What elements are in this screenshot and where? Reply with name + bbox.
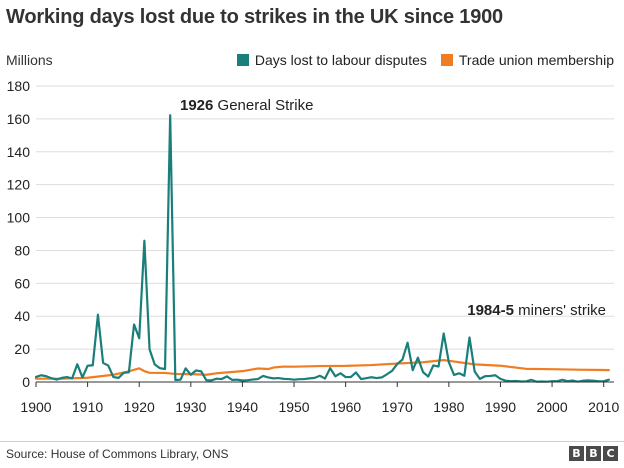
bbc-logo-letter: B bbox=[569, 446, 584, 461]
legend-label-days-lost: Days lost to labour disputes bbox=[254, 52, 427, 68]
series-lines bbox=[34, 114, 610, 383]
y-tick-label: 120 bbox=[7, 177, 31, 193]
legend: Days lost to labour disputes Trade union… bbox=[223, 52, 614, 68]
source-note: Source: House of Commons Library, ONS bbox=[6, 447, 229, 461]
x-tick-label: 1940 bbox=[227, 399, 258, 415]
chart-plot-area: 0 20 40 60 80 100 120 140 160 180 1900 1910 1920 193… bbox=[7, 78, 620, 415]
bbc-logo: B B C bbox=[567, 446, 618, 461]
x-tick-label: 1980 bbox=[433, 399, 464, 415]
x-axis bbox=[35, 381, 614, 387]
x-tick-label: 1990 bbox=[485, 399, 516, 415]
x-tick-label: 1930 bbox=[175, 399, 206, 415]
x-tick-label: 2010 bbox=[588, 399, 619, 415]
x-tick-label: 1950 bbox=[278, 399, 309, 415]
x-tick-label: 1900 bbox=[20, 399, 51, 415]
footer-divider bbox=[0, 441, 624, 442]
y-tick-label: 40 bbox=[14, 308, 30, 324]
y-tick-label: 0 bbox=[22, 374, 30, 390]
y-tick-label: 60 bbox=[14, 275, 30, 291]
annotation-label: 1984-5 miners' strike bbox=[467, 302, 606, 319]
legend-label-union-membership: Trade union membership bbox=[458, 52, 614, 68]
annotations: 1926 General Strike 1984-5 miners' strike bbox=[180, 97, 606, 319]
annotation-text: General Strike bbox=[213, 97, 313, 114]
y-tick-label: 100 bbox=[7, 210, 31, 226]
series-line-days-lost bbox=[34, 114, 610, 383]
x-tick-label: 1910 bbox=[72, 399, 103, 415]
annotation-year: 1926 bbox=[180, 97, 213, 114]
annotation-label: 1926 General Strike bbox=[180, 97, 313, 114]
x-tick-label: 1920 bbox=[124, 399, 155, 415]
legend-swatch-days-lost bbox=[236, 54, 249, 66]
legend-item-days-lost: Days lost to labour disputes bbox=[236, 52, 427, 68]
annotation-year: 1984-5 bbox=[467, 302, 514, 319]
x-tick-labels: 1900 1910 1920 1930 1940 1950 1960 1970 1980 1990… bbox=[20, 399, 619, 415]
y-tick-labels: 0 20 40 60 80 100 120 140 160 180 bbox=[7, 78, 31, 390]
x-tick-label: 1970 bbox=[382, 399, 413, 415]
chart-title: Working days lost due to strikes in the … bbox=[6, 6, 503, 28]
y-tick-label: 140 bbox=[7, 144, 31, 160]
x-tick-label: 1960 bbox=[330, 399, 361, 415]
bbc-logo-letter: B bbox=[586, 446, 601, 461]
x-tick-label: 2000 bbox=[536, 399, 567, 415]
series-line-union-membership bbox=[34, 359, 610, 380]
legend-item-union-membership: Trade union membership bbox=[440, 52, 614, 68]
annotation-text: miners' strike bbox=[514, 302, 606, 319]
y-tick-label: 80 bbox=[14, 242, 30, 258]
y-tick-label: 20 bbox=[14, 341, 30, 357]
y-axis-label: Millions bbox=[6, 52, 53, 68]
y-tick-label: 180 bbox=[7, 78, 31, 94]
y-tick-label: 160 bbox=[7, 111, 31, 127]
bbc-logo-letter: C bbox=[603, 446, 618, 461]
legend-swatch-union-membership bbox=[440, 54, 453, 66]
